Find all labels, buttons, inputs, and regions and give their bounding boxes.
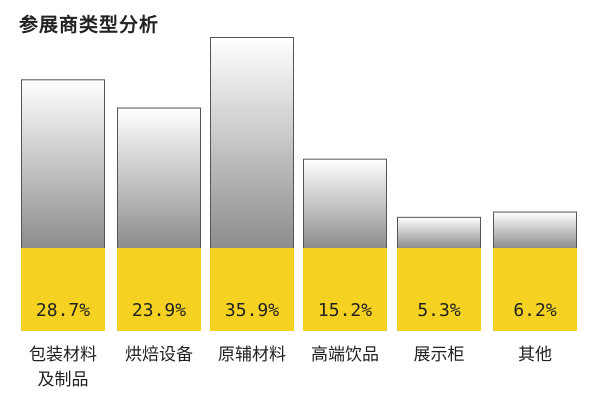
- bar-3: [303, 158, 387, 249]
- category-label-4: 展示柜: [414, 345, 465, 365]
- value-bands-layer: 28.7% 23.9% 35.9% 15.2% 5.3% 6.2%: [21, 248, 577, 331]
- data-label-3: 15.2%: [318, 300, 372, 321]
- data-label-5: 6.2%: [513, 300, 557, 321]
- chart-title: 参展商类型分析: [19, 14, 160, 36]
- bar-2: [210, 37, 294, 249]
- bar-5: [493, 211, 577, 250]
- category-label-1: 烘焙设备: [125, 345, 193, 365]
- data-label-1: 23.9%: [132, 300, 186, 321]
- category-label-5: 其他: [518, 345, 552, 365]
- data-label-2: 35.9%: [225, 300, 279, 321]
- value-band-5: [493, 248, 577, 331]
- bar-4: [397, 216, 481, 249]
- category-label-0-line-0: 包装材料: [29, 345, 97, 365]
- category-label-2: 原辅材料: [218, 345, 286, 365]
- value-band-1: [117, 248, 201, 331]
- category-label-0-line-1: 及制品: [38, 370, 89, 390]
- value-band-0: [21, 248, 105, 331]
- category-label-3: 高端饮品: [311, 345, 379, 365]
- bar-0: [21, 79, 105, 249]
- value-band-3: [303, 248, 387, 331]
- bars-layer: [21, 37, 577, 250]
- data-label-4: 5.3%: [417, 300, 461, 321]
- data-label-0: 28.7%: [36, 300, 90, 321]
- value-band-4: [397, 248, 481, 331]
- value-band-2: [210, 248, 294, 331]
- bar-1: [117, 107, 201, 249]
